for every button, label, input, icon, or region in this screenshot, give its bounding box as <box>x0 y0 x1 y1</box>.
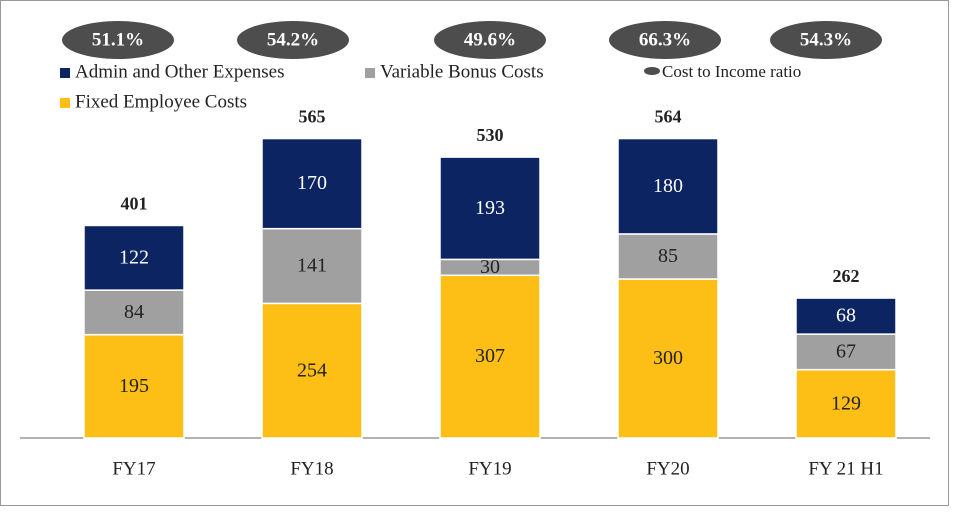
legend-swatch <box>60 68 70 78</box>
bar-segment <box>83 224 185 291</box>
data-label: 254 <box>297 359 327 381</box>
data-label: 85 <box>658 245 678 267</box>
bar-segment <box>261 302 363 439</box>
data-label: 30 <box>480 256 500 278</box>
x-tick-label: FY19 <box>468 458 511 479</box>
data-label: 68 <box>836 305 856 327</box>
data-label: 307 <box>475 345 505 367</box>
ratio-marker <box>237 21 349 59</box>
legend-swatch <box>365 68 375 78</box>
ratio-label: 54.3% <box>800 29 852 50</box>
legend-swatch <box>644 67 660 75</box>
ratio-label: 49.6% <box>464 29 516 50</box>
legend-label: Admin and Other Expenses <box>75 61 284 82</box>
total-label: 401 <box>121 194 148 214</box>
data-label: 170 <box>297 172 327 194</box>
ratio-marker <box>609 21 721 59</box>
data-label: 195 <box>119 375 149 397</box>
data-label: 122 <box>119 246 149 268</box>
x-tick-label: FY18 <box>290 458 333 479</box>
data-label: 300 <box>653 347 683 369</box>
ratio-marker <box>770 21 882 59</box>
x-tick-label: FY20 <box>646 458 689 479</box>
bar-segment <box>617 233 719 280</box>
total-label: 564 <box>655 107 682 127</box>
total-label: 262 <box>833 266 860 286</box>
bar-segment <box>795 297 897 335</box>
data-label: 141 <box>297 255 327 277</box>
legend-swatch <box>60 98 70 108</box>
data-label: 129 <box>831 392 861 414</box>
legend-label: Variable Bonus Costs <box>380 61 544 82</box>
data-label: 67 <box>836 340 856 362</box>
ratio-label: 51.1% <box>92 29 144 50</box>
legend-label: Cost to Income ratio <box>662 62 801 81</box>
frame <box>0 0 949 506</box>
bar-segment <box>261 227 363 305</box>
bar-segment <box>83 289 185 336</box>
ratio-label: 54.2% <box>267 29 319 50</box>
bar-segment <box>439 156 541 261</box>
bar-segment <box>261 137 363 230</box>
bar-segment <box>795 333 897 371</box>
total-label: 565 <box>299 107 326 127</box>
ratio-marker <box>62 21 174 59</box>
total-label: 530 <box>477 125 504 145</box>
bar-segment <box>617 278 719 439</box>
bar-segment <box>83 333 185 439</box>
ratio-marker <box>434 21 546 59</box>
data-label: 84 <box>124 301 144 323</box>
x-tick-label: FY17 <box>112 458 155 479</box>
data-label: 180 <box>653 175 683 197</box>
data-label: 193 <box>475 197 505 219</box>
x-tick-label: FY 21 H1 <box>808 458 883 479</box>
bar-segment <box>617 137 719 235</box>
legend-label: Fixed Employee Costs <box>75 91 247 112</box>
bar-segment <box>795 368 897 439</box>
ratio-label: 66.3% <box>639 29 691 50</box>
bar-segment <box>439 274 541 439</box>
